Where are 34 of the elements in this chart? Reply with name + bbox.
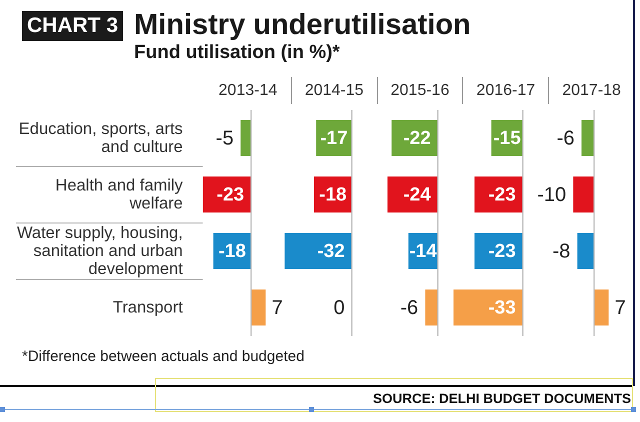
chart-title: 2013-14 (218, 82, 278, 99)
data-label: -22 (402, 128, 430, 149)
data-label: -17 (320, 128, 348, 149)
data-label: -23 (488, 184, 516, 206)
data-label: -6 (556, 127, 575, 150)
caption: CHART 3 (27, 14, 118, 37)
data-label: 7 (272, 296, 283, 319)
data-label: -24 (402, 184, 431, 206)
text: Fund utilisation (in %)* (134, 42, 340, 63)
data-label: -23 (488, 240, 516, 262)
data-label: -23 (216, 184, 244, 206)
data-label: -33 (488, 297, 516, 318)
chart-title: 2017-18 (562, 82, 621, 99)
data-label: 7 (614, 296, 626, 319)
y-tick-label: Education, sports, arts and culture (18, 120, 183, 156)
text: *Difference between actuals and budgeted (22, 348, 304, 365)
data-label: -14 (408, 240, 437, 262)
source-note: SOURCE: DELHI BUDGET DOCUMENTS (372, 391, 631, 406)
chart-title: 2015-16 (390, 82, 450, 99)
data-label: -10 (537, 184, 566, 206)
data-label: -15 (494, 128, 522, 149)
y-tick-label: Transport (112, 298, 184, 317)
y-tick-label: Water supply, housing, sanitation and urban development (16, 224, 184, 278)
y-tick-label: Health and family welfare (55, 176, 184, 213)
chart-title: 2016-17 (476, 82, 536, 99)
text: Ministry underutilisation (134, 9, 471, 41)
data-label: 0 (333, 296, 345, 319)
data-label: -8 (552, 240, 570, 262)
chart-title: 2014-15 (304, 82, 364, 99)
data-label: -32 (317, 240, 345, 262)
data-label: -5 (216, 127, 234, 150)
data-label: -18 (218, 240, 246, 262)
data-label: -18 (318, 184, 346, 206)
data-label: -6 (400, 296, 418, 319)
